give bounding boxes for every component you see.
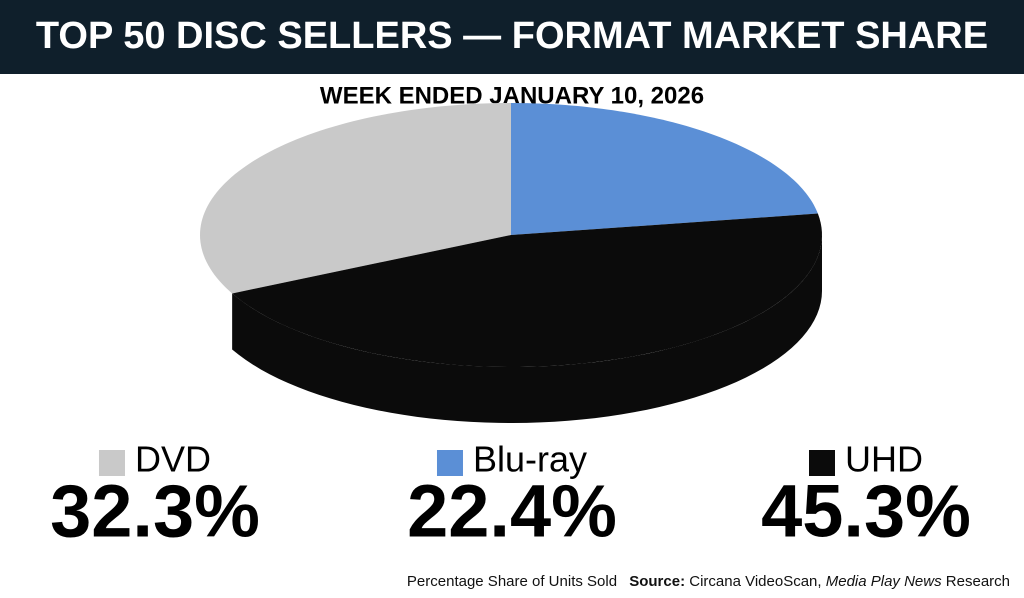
pie [200,103,822,423]
slice [511,103,818,235]
legend-swatch [436,450,463,476]
legend-label: Blu-ray [473,439,587,480]
value-label: 22.4% [407,470,617,553]
footer-note: Percentage Share of Units Sold [407,573,617,590]
value-label: 32.3% [50,470,260,553]
value-label: 45.3% [761,470,971,553]
legend-label: UHD [845,439,923,480]
legend-label: DVD [135,439,211,480]
slice-side [232,235,822,423]
legend-swatch [809,450,835,476]
footer-publication: Media Play News [826,573,942,590]
footer-suffix: Research [946,573,1010,590]
slice [200,103,511,294]
chart-title: TOP 50 DISC SELLERS — FORMAT MARKET SHAR… [36,15,988,57]
footer-source: Circana VideoScan, [689,573,821,590]
title-bar [0,0,1024,74]
slice [232,213,822,367]
footer-source-label: Source: [629,573,685,590]
legend-swatch [98,450,125,476]
footer: Percentage Share of Units Sold Source: C… [407,573,1010,590]
